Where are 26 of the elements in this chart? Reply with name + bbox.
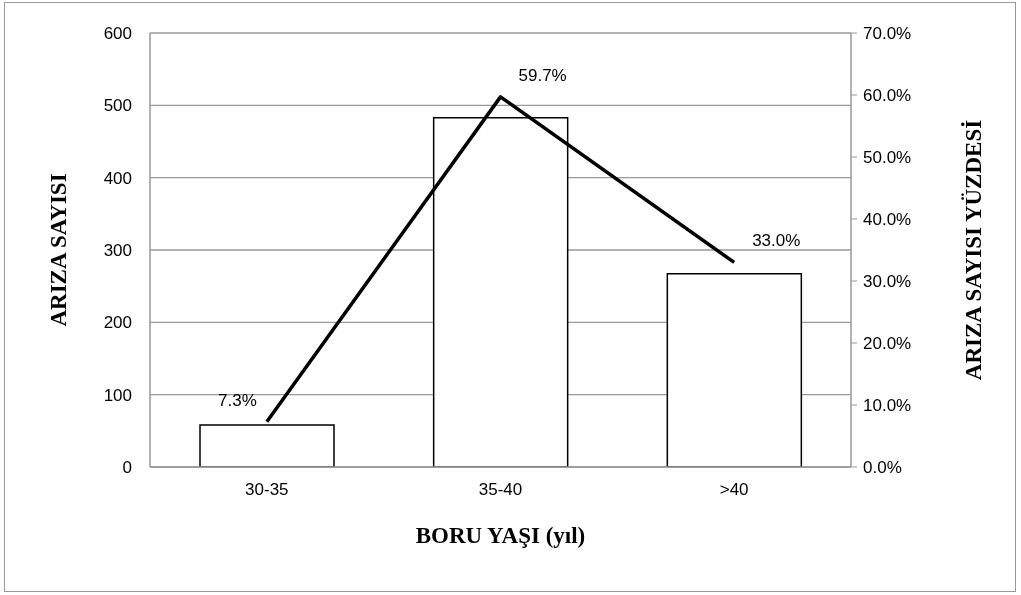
bar (666, 273, 803, 467)
y2-tick-label: 10.0% (863, 396, 912, 416)
data-label: 33.0% (752, 231, 801, 251)
x-axis-title: BORU YAŞI (yıl) (415, 523, 586, 548)
y2-tick-label: 40.0% (863, 210, 912, 230)
y-tick-label: 0 (122, 458, 132, 478)
y-tick-label: 500 (103, 96, 132, 116)
y-tick-label: 400 (103, 168, 132, 188)
y-tick-label: 300 (103, 241, 132, 261)
x-tick-label: 30-35 (245, 480, 289, 500)
data-label: 7.3% (218, 390, 257, 410)
data-label: 59.7% (518, 65, 567, 85)
x-tick-label: >40 (719, 480, 749, 500)
x-tick-label: 35-40 (478, 480, 523, 500)
bar (199, 424, 335, 467)
y2-tick-label: 0.0% (863, 458, 902, 478)
y2-tick-label: 50.0% (863, 148, 912, 168)
y2-tick-label: 30.0% (863, 272, 912, 292)
y-tick-label: 100 (103, 385, 132, 405)
y2-tick-label: 20.0% (863, 334, 912, 354)
y2-tick-label: 70.0% (863, 24, 912, 44)
y2-axis-title: ARIZA SAYISI YÜZDESİ (961, 119, 987, 381)
y-tick-label: 200 (103, 313, 132, 333)
y-axis-title: ARIZA SAYISI (46, 173, 72, 327)
y2-tick-label: 60.0% (863, 86, 912, 106)
y-tick-label: 600 (103, 24, 132, 44)
